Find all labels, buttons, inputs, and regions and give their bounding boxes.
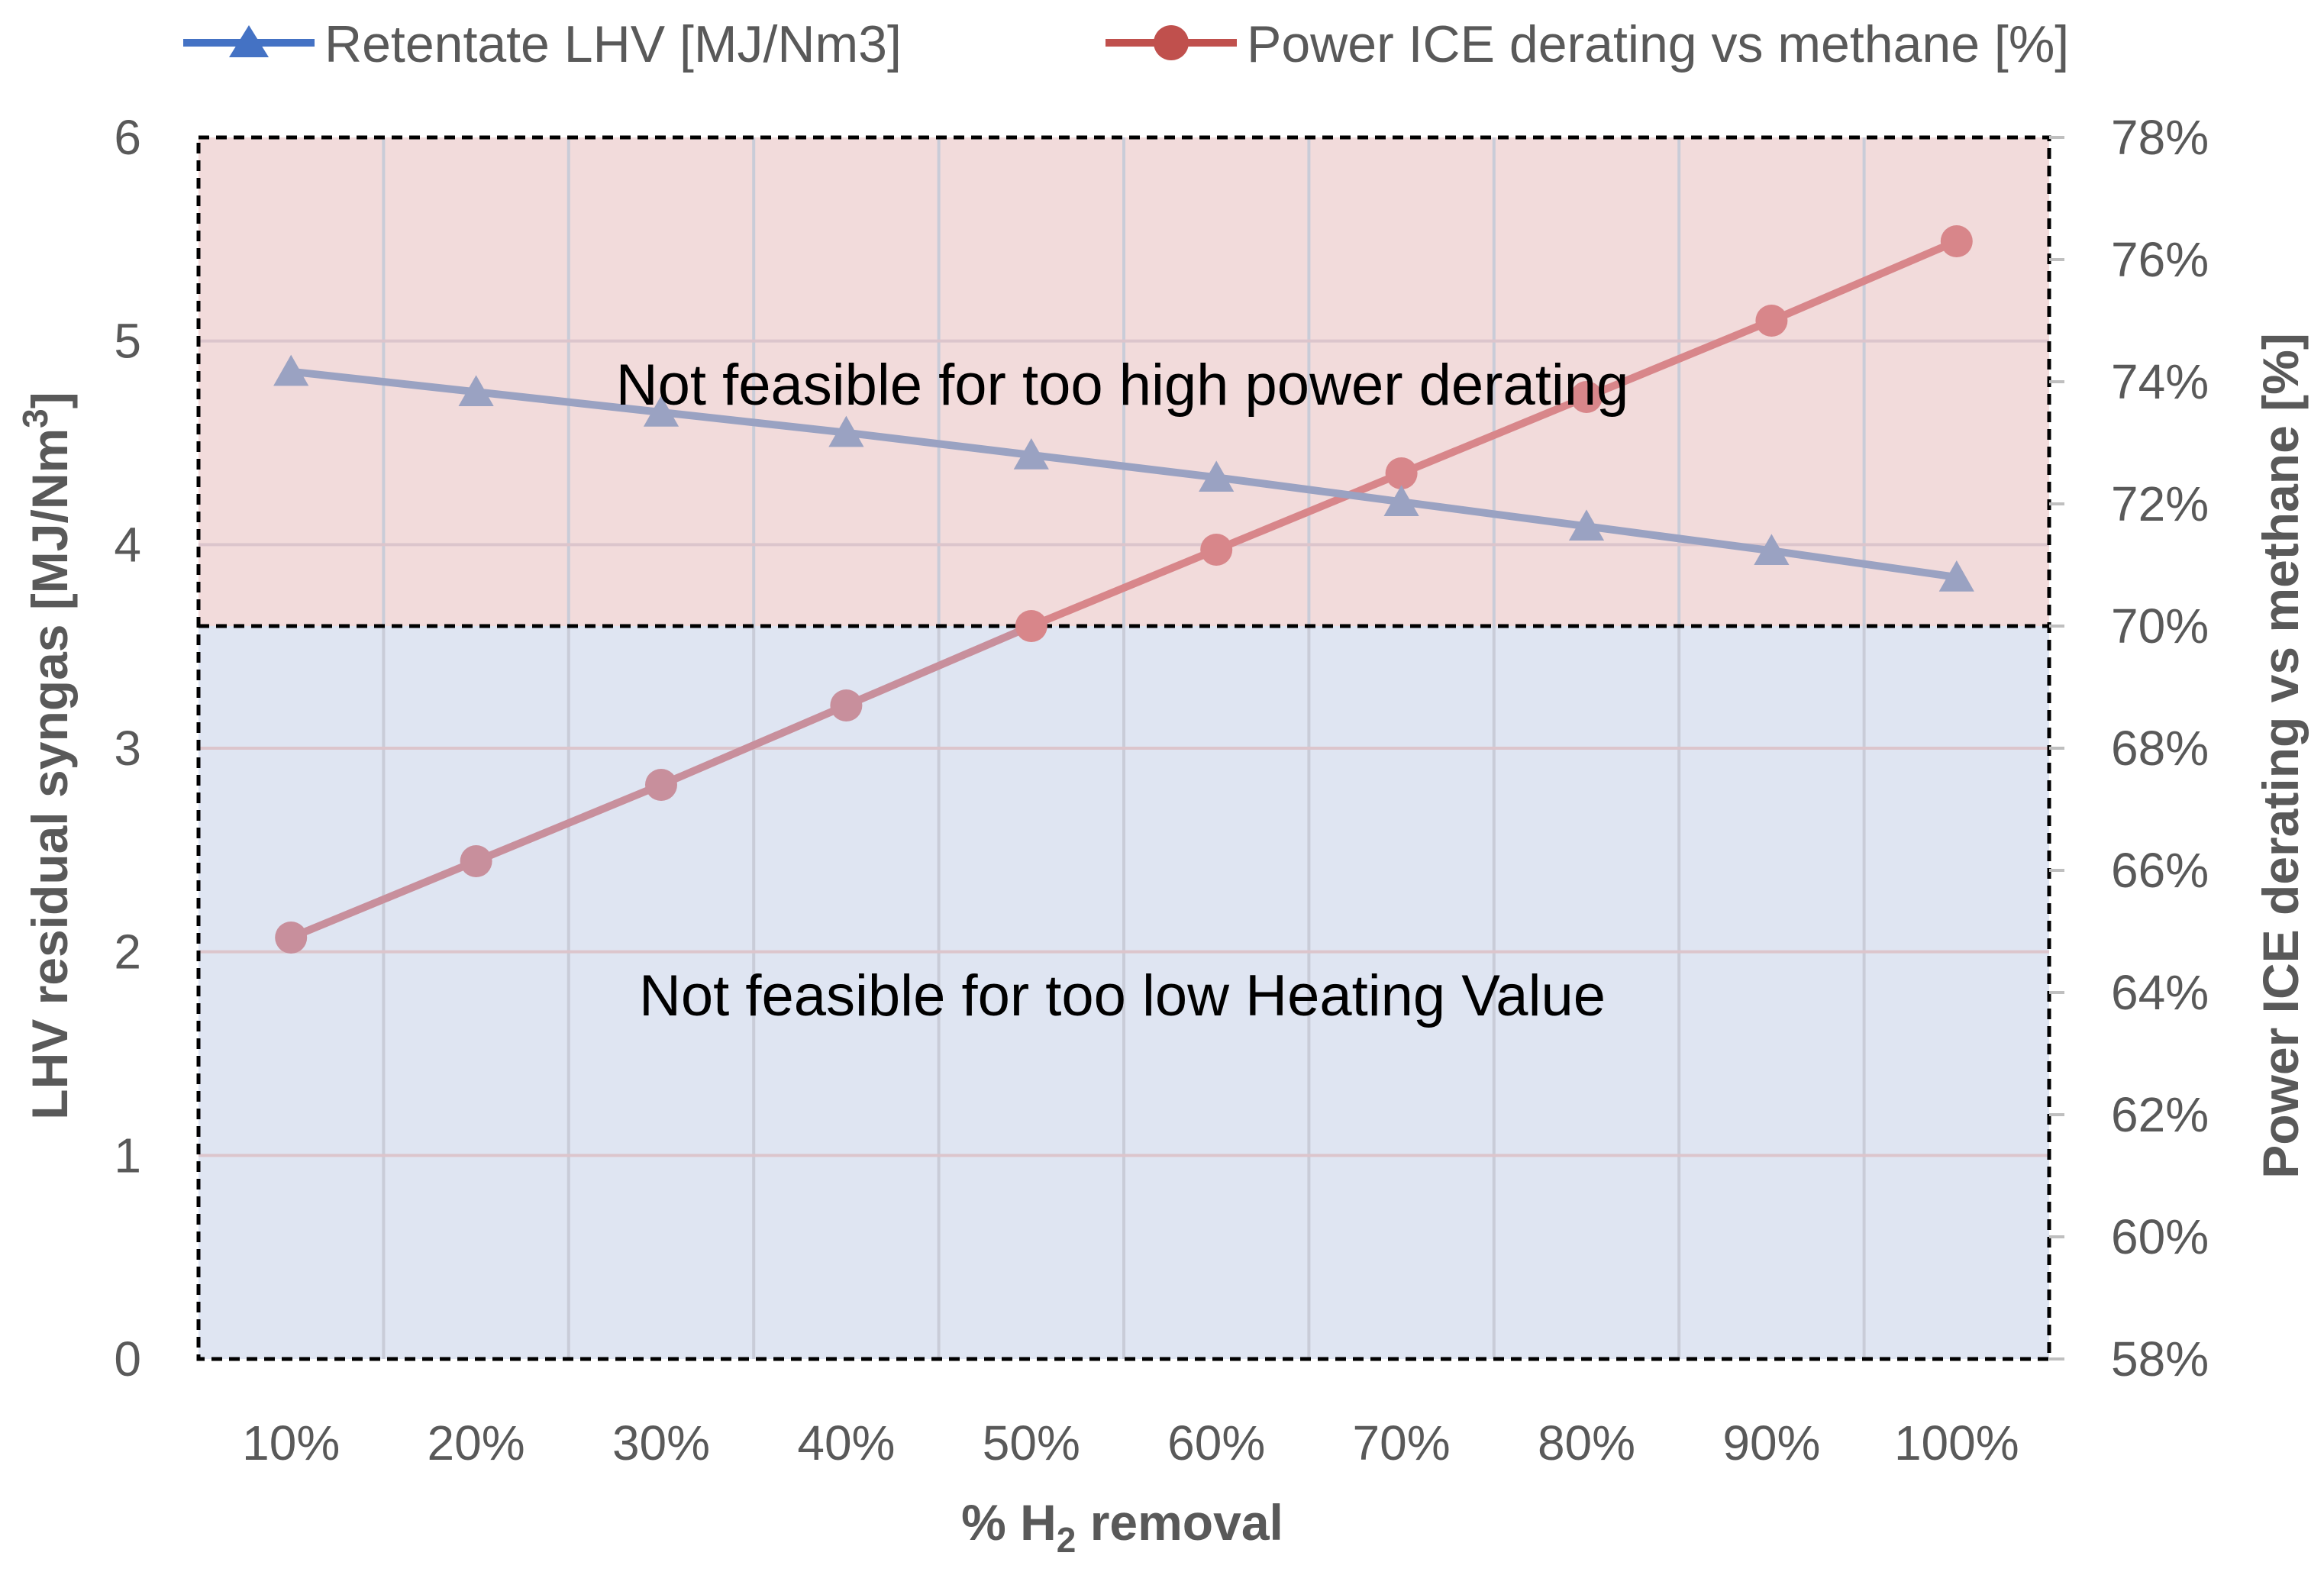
- x-tick-label: 30%: [612, 1415, 710, 1470]
- derating-point-70%: [1385, 457, 1418, 489]
- derating-line-segment: [1767, 237, 1961, 324]
- lhv-point-90%: [1754, 534, 1790, 566]
- lhv-point-100%: [1938, 560, 1974, 592]
- derating-point-80%: [1570, 381, 1603, 413]
- y-tick-label: 5: [114, 314, 141, 369]
- x-tick-label: 80%: [1538, 1415, 1635, 1470]
- lhv-point-30%: [643, 395, 679, 427]
- region-label-low-heating: Not feasible for too low Heating Value: [639, 964, 1606, 1028]
- lhv-point-10%: [273, 354, 309, 386]
- derating-point-50%: [1015, 610, 1047, 642]
- y-tick-label: 6: [114, 110, 141, 165]
- y-axis-title: LHV residual syngas [MJ/Nm3]: [15, 392, 78, 1120]
- x-axis-title: % H2 removal: [961, 1494, 1283, 1560]
- y2-tick-label: 58%: [2111, 1332, 2209, 1386]
- y-tick-label: 0: [114, 1332, 141, 1386]
- lhv-point-40%: [828, 415, 864, 447]
- lhv-point-50%: [1013, 438, 1049, 470]
- y2-tick-label: 62%: [2111, 1087, 2209, 1142]
- derating-line-segment: [842, 622, 1035, 709]
- derating-line-segment: [1397, 393, 1590, 477]
- lhv-point-80%: [1568, 509, 1605, 541]
- derating-line-segment: [1583, 317, 1776, 401]
- y2-tick-label: 72%: [2111, 476, 2209, 531]
- y2-axis-title: Power ICE derating vs methane [%]: [2252, 333, 2309, 1179]
- derating-line-segment: [1212, 470, 1406, 554]
- y-tick-label: 1: [114, 1128, 141, 1183]
- legend-label-derating: Power ICE derating vs methane [%]: [1247, 15, 2069, 73]
- derating-point-30%: [645, 769, 677, 801]
- lhv-point-70%: [1383, 485, 1419, 517]
- y2-tick-label: 60%: [2111, 1209, 2209, 1264]
- y-tick-label: 4: [114, 517, 141, 572]
- derating-point-40%: [830, 689, 863, 721]
- derating-point-100%: [1940, 225, 1973, 257]
- legend-label-lhv: Retentate LHV [MJ/Nm3]: [324, 15, 902, 73]
- y2-tick-label: 74%: [2111, 354, 2209, 409]
- derating-point-10%: [275, 922, 308, 954]
- y-tick-label: 3: [114, 721, 141, 776]
- derating-line-segment: [472, 781, 665, 865]
- derating-point-20%: [460, 845, 492, 877]
- x-tick-label: 40%: [797, 1415, 895, 1470]
- y2-tick-label: 70%: [2111, 599, 2209, 654]
- derating-point-90%: [1755, 305, 1788, 337]
- x-tick-label: 20%: [428, 1415, 525, 1470]
- x-tick-label: 70%: [1353, 1415, 1451, 1470]
- lhv-point-60%: [1199, 460, 1235, 492]
- y2-tick-label: 64%: [2111, 965, 2209, 1020]
- derating-line-segment: [657, 702, 851, 789]
- y2-tick-label: 78%: [2111, 110, 2209, 165]
- lhv-point-20%: [458, 375, 494, 407]
- legend-item-derating: Power ICE derating vs methane [%]: [1106, 15, 2069, 73]
- y2-tick-label: 66%: [2111, 843, 2209, 898]
- legend-item-lhv: Retentate LHV [MJ/Nm3]: [183, 15, 902, 73]
- region-label-high-derating: Not feasible for too high power derating: [616, 353, 1629, 418]
- triangle-marker-icon: [229, 25, 269, 57]
- lhv-line: [290, 367, 1958, 581]
- y-tick-label: 2: [114, 925, 141, 980]
- derating-point-60%: [1200, 534, 1233, 566]
- x-tick-label: 60%: [1167, 1415, 1265, 1470]
- derating-line-segment: [287, 857, 480, 941]
- y2-tick-label: 68%: [2111, 721, 2209, 776]
- x-tick-label: 50%: [983, 1415, 1080, 1470]
- x-tick-label: 10%: [242, 1415, 340, 1470]
- x-tick-label: 100%: [1894, 1415, 2019, 1470]
- y2-tick-label: 76%: [2111, 232, 2209, 287]
- derating-line-segment: [1027, 546, 1221, 630]
- x-tick-label: 90%: [1722, 1415, 1820, 1470]
- circle-marker-icon: [1154, 25, 1189, 60]
- legend: Retentate LHV [MJ/Nm3] Power ICE deratin…: [183, 15, 2069, 73]
